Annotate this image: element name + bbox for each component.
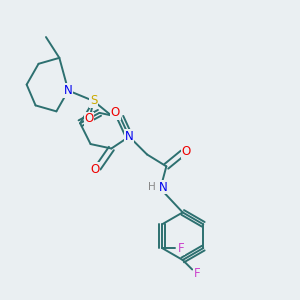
Text: F: F	[194, 267, 200, 280]
Text: S: S	[90, 94, 97, 107]
Text: O: O	[182, 145, 191, 158]
Text: O: O	[84, 112, 94, 125]
Text: F: F	[178, 242, 184, 255]
Text: O: O	[111, 106, 120, 119]
Text: N: N	[125, 130, 134, 143]
Text: N: N	[158, 181, 167, 194]
Text: O: O	[90, 163, 100, 176]
Text: N: N	[64, 84, 73, 97]
Text: H: H	[148, 182, 155, 192]
